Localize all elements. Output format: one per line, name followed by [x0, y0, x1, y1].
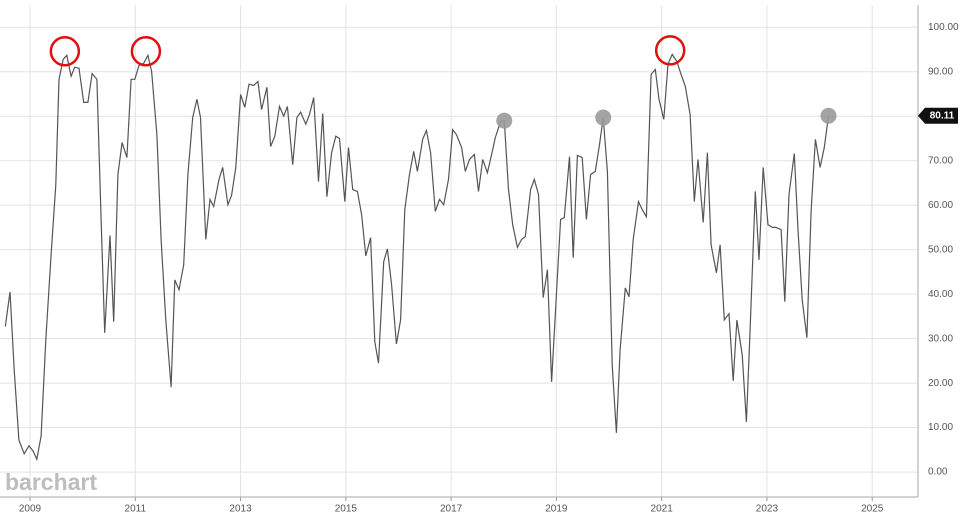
y-tick-label: 0.00 [928, 467, 948, 478]
last-value-label: 80.11 [930, 110, 955, 121]
y-tick-label: 100.00 [928, 22, 959, 33]
x-tick-label: 2011 [125, 504, 147, 515]
highlight-dot [820, 107, 837, 124]
x-tick-label: 2025 [861, 504, 884, 515]
y-tick-label: 60.00 [928, 200, 953, 211]
highlight-circle [130, 36, 162, 67]
x-tick-label: 2009 [19, 504, 42, 515]
highlight-circle [49, 36, 81, 67]
highlight-dot [595, 109, 612, 126]
x-tick-label: 2021 [651, 504, 674, 515]
x-tick-label: 2023 [756, 504, 779, 515]
y-tick-label: 50.00 [928, 244, 953, 255]
x-tick-label: 2017 [440, 504, 463, 515]
x-tick-label: 2013 [229, 504, 252, 515]
y-tick-label: 10.00 [928, 422, 953, 433]
y-tick-label: 70.00 [928, 155, 953, 166]
y-tick-label: 30.00 [928, 333, 953, 344]
x-tick-label: 2015 [335, 504, 358, 515]
y-tick-label: 90.00 [928, 66, 953, 77]
highlight-dot [496, 112, 513, 129]
y-tick-label: 40.00 [928, 289, 953, 300]
last-value-flag [918, 107, 958, 124]
highlight-circle [654, 35, 686, 66]
x-tick-label: 2019 [545, 504, 568, 515]
y-tick-label: 20.00 [928, 378, 953, 389]
watermark: barchart [5, 469, 97, 495]
